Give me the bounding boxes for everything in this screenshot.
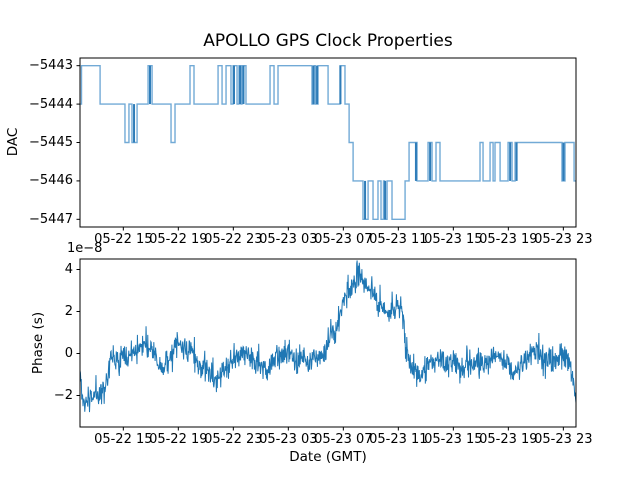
x-tick-label: 05-23 23 [534,432,593,447]
x-tick-label: 05-22 15 [94,432,153,447]
x-tick-label: 05-23 19 [479,432,538,447]
x-tick-label: 05-22 19 [149,432,208,447]
y-tick-label: −5447 [29,211,73,227]
phase-y-axis-label: Phase (s) [30,311,46,375]
x-tick-label: 05-23 15 [424,232,483,247]
x-tick-label: 05-22 23 [204,232,263,247]
x-tick-label: 05-23 23 [534,232,593,247]
y-tick-label: −5446 [29,173,73,189]
x-tick-label: 05-22 23 [204,432,263,447]
x-tick-label: 05-23 11 [369,232,428,247]
y-tick-label: 4 [64,262,73,277]
axes-frame [79,258,577,428]
y-tick-label: −5444 [29,96,73,112]
y-tick-label: −5443 [29,58,73,74]
x-tick-label: 05-22 15 [94,232,153,247]
x-tick-label: 05-23 07 [314,432,373,447]
x-tick-label: 05-23 11 [369,432,428,447]
x-tick-label: 05-23 19 [479,232,538,247]
x-tick-label: 05-23 07 [314,232,373,247]
y-tick-label: 0 [64,346,73,361]
chart-title: APOLLO GPS Clock Properties [203,31,453,51]
dac-axes [76,57,577,231]
phase-line [80,260,576,413]
x-tick-label: 05-23 03 [259,432,318,447]
x-tick-label: 05-23 15 [424,432,483,447]
phase-axes [76,258,577,431]
x-tick-label: 05-23 03 [259,232,318,247]
x-tick-label: 05-22 19 [149,232,208,247]
x-axis-label: Date (GMT) [289,449,367,465]
y-tick-label: 2 [64,304,73,319]
phase-y-axis-offset-text: 1e−8 [67,241,103,256]
dac-step-line [80,64,576,221]
y-tick-label: −5445 [29,135,73,150]
y-tick-label: −2 [53,388,73,403]
